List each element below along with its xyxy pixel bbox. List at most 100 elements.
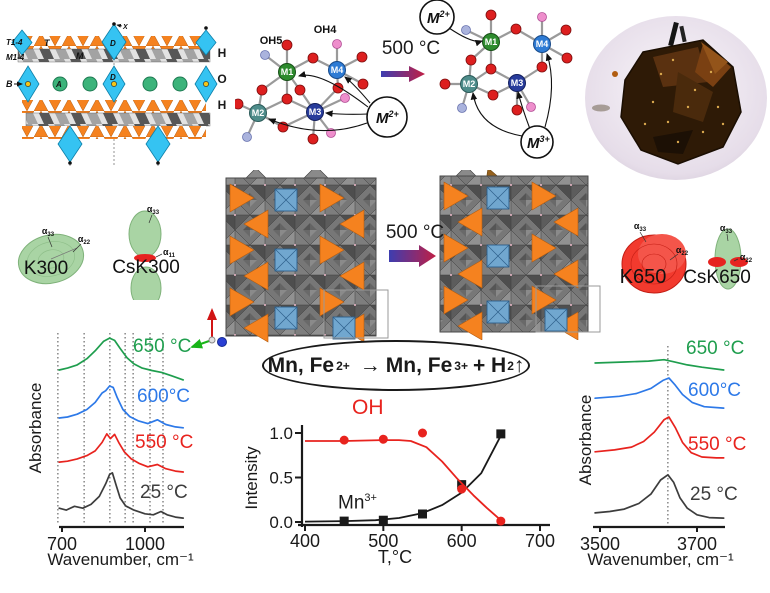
intensity-ylabel: Intensity [242, 446, 261, 510]
svg-text:3700: 3700 [677, 534, 717, 554]
cation-pointer-arrows [267, 27, 553, 137]
ftir-low-xlabel: Wavenumber, cm⁻¹ [47, 550, 194, 569]
redox-equation: Mn, Fe 2+ → Mn, Fe 3+ + H 2 ↑ [262, 340, 530, 391]
svg-text:M3+: M3+ [527, 134, 551, 152]
oh-series-label: OH [352, 396, 384, 419]
csk650-a22-base: α [740, 252, 746, 262]
eq-sup1: 2+ [336, 358, 350, 373]
m3-label: M3 [309, 107, 322, 117]
svg-text:1.0: 1.0 [269, 424, 293, 443]
water-o: O [217, 72, 227, 86]
site-label-t: T [44, 38, 51, 48]
svg-text:400: 400 [290, 531, 320, 551]
crystal-structure-scheme: T1-4 M1-4 T M D D A B X [6, 22, 218, 167]
m2-label-right: M2 [463, 79, 476, 89]
svg-text:M2+: M2+ [427, 9, 451, 27]
mn3-series-label: Mn3+ [338, 492, 377, 514]
a-site-circles [52, 76, 188, 92]
curve-label-650-left: 650 °C [133, 336, 192, 357]
m1-label: M1 [281, 67, 294, 77]
cation2-base: M [376, 110, 389, 127]
m3-label-right: M3 [511, 78, 524, 88]
unit-cell-outline [535, 285, 601, 333]
csk650-label: CsK650 [683, 267, 751, 288]
water-h1: H [217, 46, 227, 60]
k650-a22-base: α [676, 245, 682, 255]
right-cluster-bonds [445, 15, 568, 110]
csk300-label: CsK300 [112, 257, 180, 278]
csk300-a11-base: α [163, 247, 169, 257]
svg-text:M2+: M2+ [376, 109, 400, 127]
cation3-sup: 3+ [540, 134, 551, 144]
m4-label: M4 [331, 65, 344, 75]
oh5-label: OH5 [260, 35, 283, 47]
svg-text:α22: α22 [740, 252, 753, 264]
curve-label-600-left: 600°C [137, 386, 191, 407]
svg-text:700: 700 [47, 534, 77, 554]
curve-label-600-right: 600°C [688, 380, 742, 401]
ftir-oh-xlabel: Wavenumber, cm⁻¹ [587, 550, 734, 569]
octahedral-cluster-scheme: M1 M4 M2 M3 M1 M4 M2 M3 OH5 OH4 M2+ [235, 0, 573, 159]
svg-text:α33: α33 [147, 204, 160, 216]
eq-part3: + H [472, 353, 507, 377]
left-cluster-bonds [237, 44, 364, 140]
m1-label-right: M1 [485, 37, 498, 47]
b-site-dots [25, 22, 209, 165]
svg-text:500: 500 [368, 531, 398, 551]
eq-uparrow: ↑ [513, 353, 525, 377]
heating-arrow-top [381, 66, 425, 82]
site-label-m: M [76, 51, 84, 61]
k650-a33-base: α [634, 221, 640, 231]
eq-part1: Mn, Fe [267, 353, 335, 377]
heating-temperature-top: 500 °C [381, 38, 441, 59]
k650-a22-sub: 22 [681, 251, 688, 257]
svg-text:700: 700 [525, 531, 555, 551]
structure-site-labels: T1-4 M1-4 T M D D A B X [6, 24, 129, 89]
csk650-a22-sub: 22 [745, 258, 752, 264]
crystal-photo [585, 16, 767, 180]
csk650-a33-base: α [720, 223, 726, 233]
mn3-base: Mn [338, 492, 365, 514]
unit-cell-outline [323, 289, 389, 339]
csk300-a33-base: α [147, 204, 153, 214]
oh4-label: OH4 [314, 24, 338, 36]
svg-text:α33: α33 [634, 221, 647, 233]
axes-gizmo-icon [190, 308, 227, 349]
csk650-a33-sub: 33 [725, 229, 732, 235]
svg-text:α11: α11 [163, 247, 176, 259]
k650-label: K650 [620, 266, 667, 288]
water-h2: H [217, 98, 227, 112]
ftir-low-chart: 700 1000 [47, 333, 185, 554]
heating-arrow-mid [389, 245, 436, 267]
ftir-oh-chart: 3500 3700 [580, 346, 725, 554]
k650-ellipsoid: α33 α22 K650 [620, 221, 689, 294]
k300-a22-sub: 22 [83, 240, 90, 246]
cation2b-sup: 2+ [439, 9, 451, 19]
m2-label: M2 [252, 108, 265, 118]
water-column-label: H O H [214, 40, 230, 118]
metal-site-labels: M1 M4 M2 M3 M1 M4 M2 M3 [252, 37, 549, 118]
cation-circles: M2+ M2+ M3+ [366, 0, 554, 159]
site-label-d-mid: D [110, 73, 116, 82]
svg-text:600: 600 [447, 531, 477, 551]
row-label-t: T1-4 [6, 38, 23, 47]
gold-speckles [643, 58, 725, 144]
svg-text:α33: α33 [720, 223, 733, 235]
csk300-a11-sub: 11 [169, 253, 176, 259]
intensity-xlabel: T,°C [377, 547, 413, 567]
m4-label-right: M4 [536, 39, 549, 49]
k300-ellipsoid: α33 α22 K300 [17, 226, 91, 285]
k300-a22-base: α [78, 234, 84, 244]
k300-label: K300 [24, 258, 68, 279]
eq-arrow: → [359, 353, 381, 377]
hydrogen-atoms-lavender [242, 25, 471, 142]
svg-text:3500: 3500 [580, 534, 620, 554]
heating-temperature-mid: 500 °C [385, 222, 445, 243]
k300-a33-sub: 33 [47, 232, 54, 238]
ftir-low-ylabel: Absorbance [26, 382, 45, 474]
k300-a33-base: α [42, 226, 48, 236]
site-label-d-top: D [110, 39, 116, 48]
structure-block-before [225, 170, 389, 343]
csk300-a33-sub: 33 [152, 210, 159, 216]
csk650-ellipsoid: α33 α22 CsK650 [683, 223, 753, 290]
